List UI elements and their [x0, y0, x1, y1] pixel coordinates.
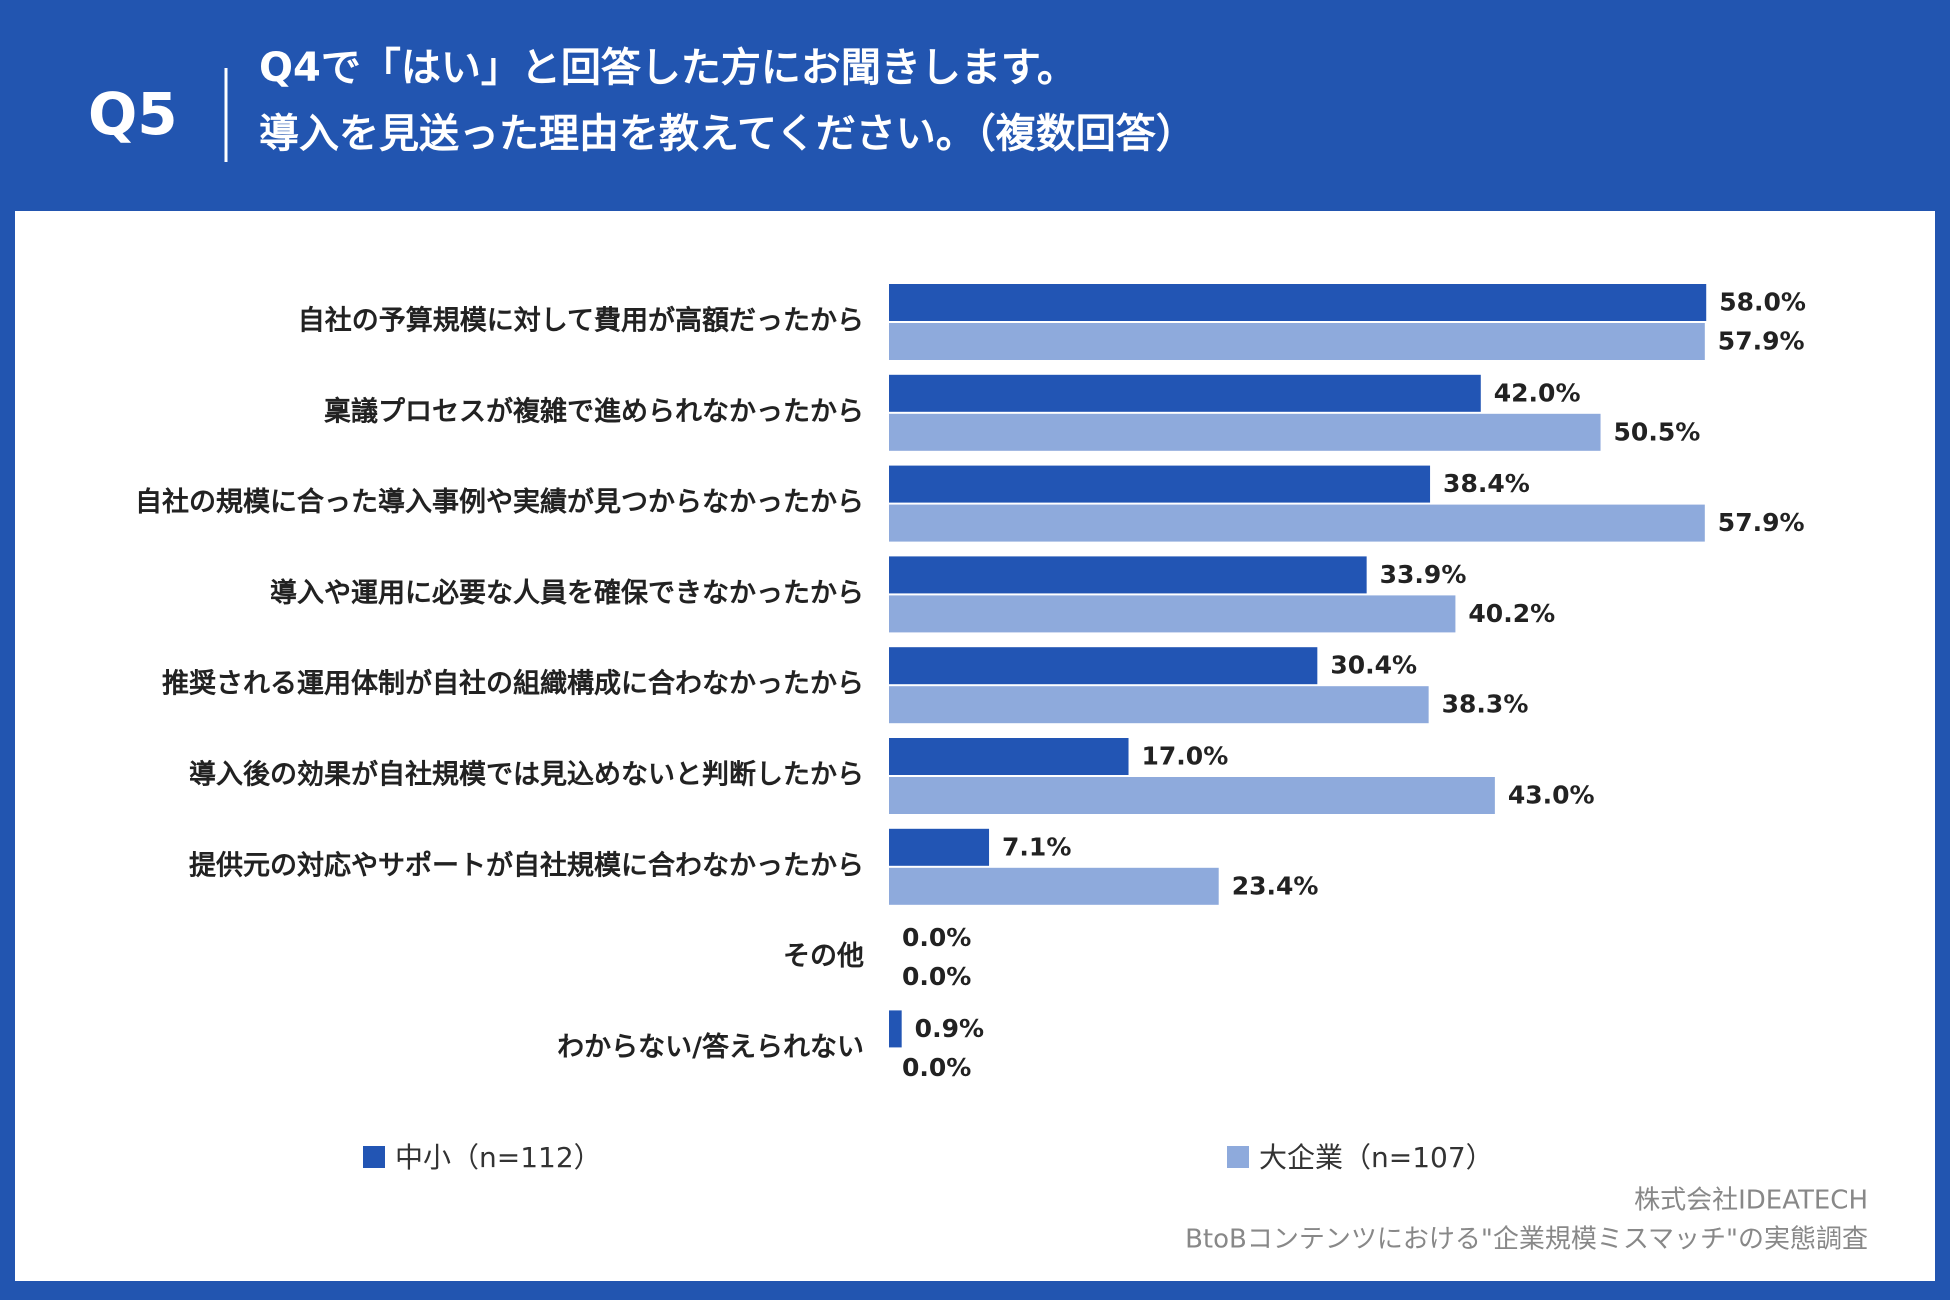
value-label: 7.1% [1002, 832, 1071, 861]
value-label: 30.4% [1330, 651, 1417, 680]
value-label: 33.9% [1380, 560, 1467, 589]
bar [889, 738, 1129, 775]
value-label: 0.9% [915, 1014, 984, 1043]
bar [889, 374, 1481, 412]
legend-label: 大企業（n=107） [1259, 1141, 1494, 1174]
bar [889, 686, 1429, 724]
category-label: 自社の規模に合った導入事例や実績が見つからなかったから [135, 486, 864, 518]
value-label: 0.0% [902, 962, 971, 991]
category-label: 自社の予算規模に対して費用が高額だったから [298, 305, 864, 337]
question-number: Q5 [88, 80, 178, 148]
value-label: 40.2% [1468, 599, 1555, 628]
category-label: 提供元の対応やサポートが自社規模に合わなかったから [189, 849, 864, 881]
value-label: 57.9% [1718, 327, 1805, 356]
title-line: Q4で「はい」と回答した方にお聞きします。 [259, 45, 1077, 91]
source: BtoBコンテンツにおける"企業規模ミスマッチ"の実態調査 [1185, 1225, 1868, 1255]
bar [889, 556, 1367, 594]
bar [889, 595, 1456, 633]
category-label: わからない/答えられない [557, 1031, 864, 1063]
category-label: 稟議プロセスが複雑で進められなかったから [324, 395, 864, 427]
bar [889, 504, 1705, 542]
bar [889, 323, 1705, 360]
bar [889, 284, 1707, 321]
bar [889, 413, 1601, 451]
category-label: その他 [783, 941, 864, 972]
bar [889, 828, 990, 866]
value-label: 43.0% [1508, 781, 1595, 810]
value-label: 0.0% [902, 1053, 971, 1082]
value-label: 57.9% [1718, 508, 1805, 537]
value-label: 0.0% [902, 923, 971, 952]
value-label: 23.4% [1232, 871, 1319, 900]
bar [889, 1010, 902, 1048]
value-label: 38.3% [1442, 690, 1529, 719]
value-label: 38.4% [1443, 469, 1530, 498]
legend-swatch [363, 1146, 385, 1168]
bar [889, 647, 1318, 685]
value-label: 58.0% [1719, 288, 1806, 317]
legend-label: 中小（n=112） [395, 1141, 602, 1174]
value-label: 50.5% [1614, 417, 1701, 446]
source: 株式会社IDEATECH [1634, 1186, 1868, 1216]
category-label: 推奨される運用体制が自社の組織構成に合わなかったから [162, 668, 864, 700]
legend-swatch [1227, 1146, 1249, 1168]
bar [889, 465, 1431, 503]
value-label: 17.0% [1142, 742, 1229, 771]
bar [889, 777, 1495, 814]
bar [889, 867, 1219, 905]
title-line: 導入を見送った理由を教えてください。（複数回答） [259, 111, 1196, 157]
value-label: 42.0% [1494, 378, 1581, 407]
category-label: 導入後の効果が自社規模では見込めないと判断したから [189, 759, 864, 791]
category-label: 導入や運用に必要な人員を確保できなかったから [270, 577, 864, 609]
